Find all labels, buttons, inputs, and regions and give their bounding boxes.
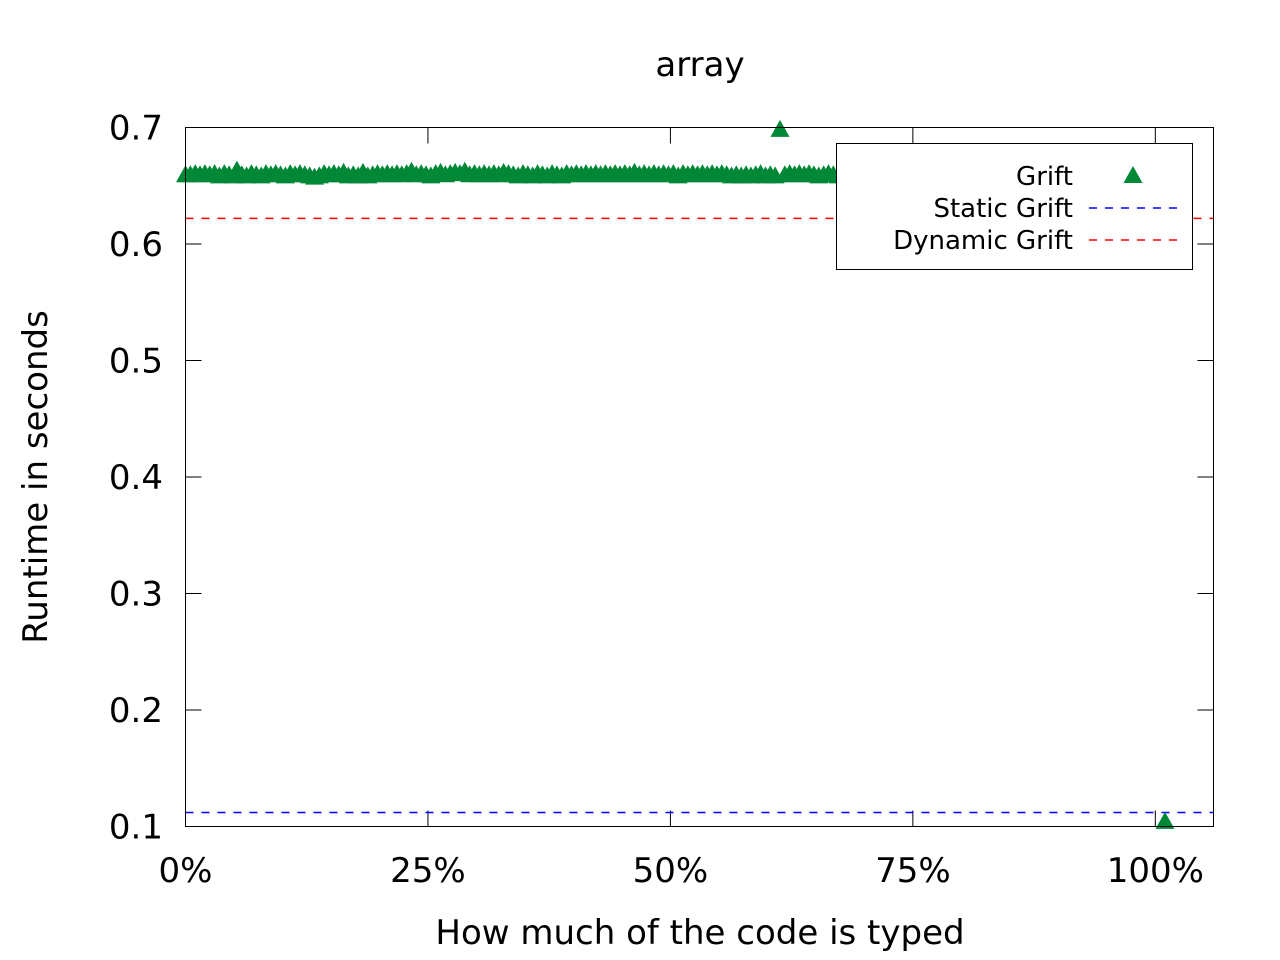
legend-label-static-grift: Static Grift	[933, 194, 1073, 224]
plot-frame	[185, 127, 1214, 827]
legend-label-dynamic-grift: Dynamic Grift	[893, 226, 1073, 256]
legend-marker-grift	[1123, 166, 1143, 183]
y-tick-label: 0.5	[109, 342, 163, 382]
grift-point	[770, 119, 790, 137]
legend-label-grift: Grift	[1016, 162, 1073, 192]
y-tick-label: 0.3	[109, 575, 163, 615]
y-tick-label: 0.1	[109, 808, 163, 848]
x-tick-label: 100%	[1107, 851, 1204, 891]
chart-title: array	[655, 45, 744, 85]
y-axis-label: Runtime in seconds	[16, 310, 56, 644]
legend-box	[836, 143, 1193, 270]
x-tick-label: 75%	[875, 851, 951, 891]
x-axis-ticks: 0% 25% 50% 75% 100%	[159, 127, 1204, 891]
grift-point	[1155, 811, 1175, 829]
reference-lines	[185, 217, 1214, 814]
y-tick-label: 0.6	[109, 225, 163, 265]
y-axis-ticks: 0.1 0.2 0.3 0.4 0.5 0.6 0.7	[109, 109, 1214, 848]
x-tick-label: 25%	[390, 851, 466, 891]
y-tick-label: 0.2	[109, 691, 163, 731]
y-tick-label: 0.7	[109, 109, 163, 149]
x-tick-label: 50%	[633, 851, 709, 891]
y-tick-label: 0.4	[109, 458, 163, 498]
x-axis-label: How much of the code is typed	[435, 913, 964, 953]
x-tick-label: 0%	[159, 851, 213, 891]
